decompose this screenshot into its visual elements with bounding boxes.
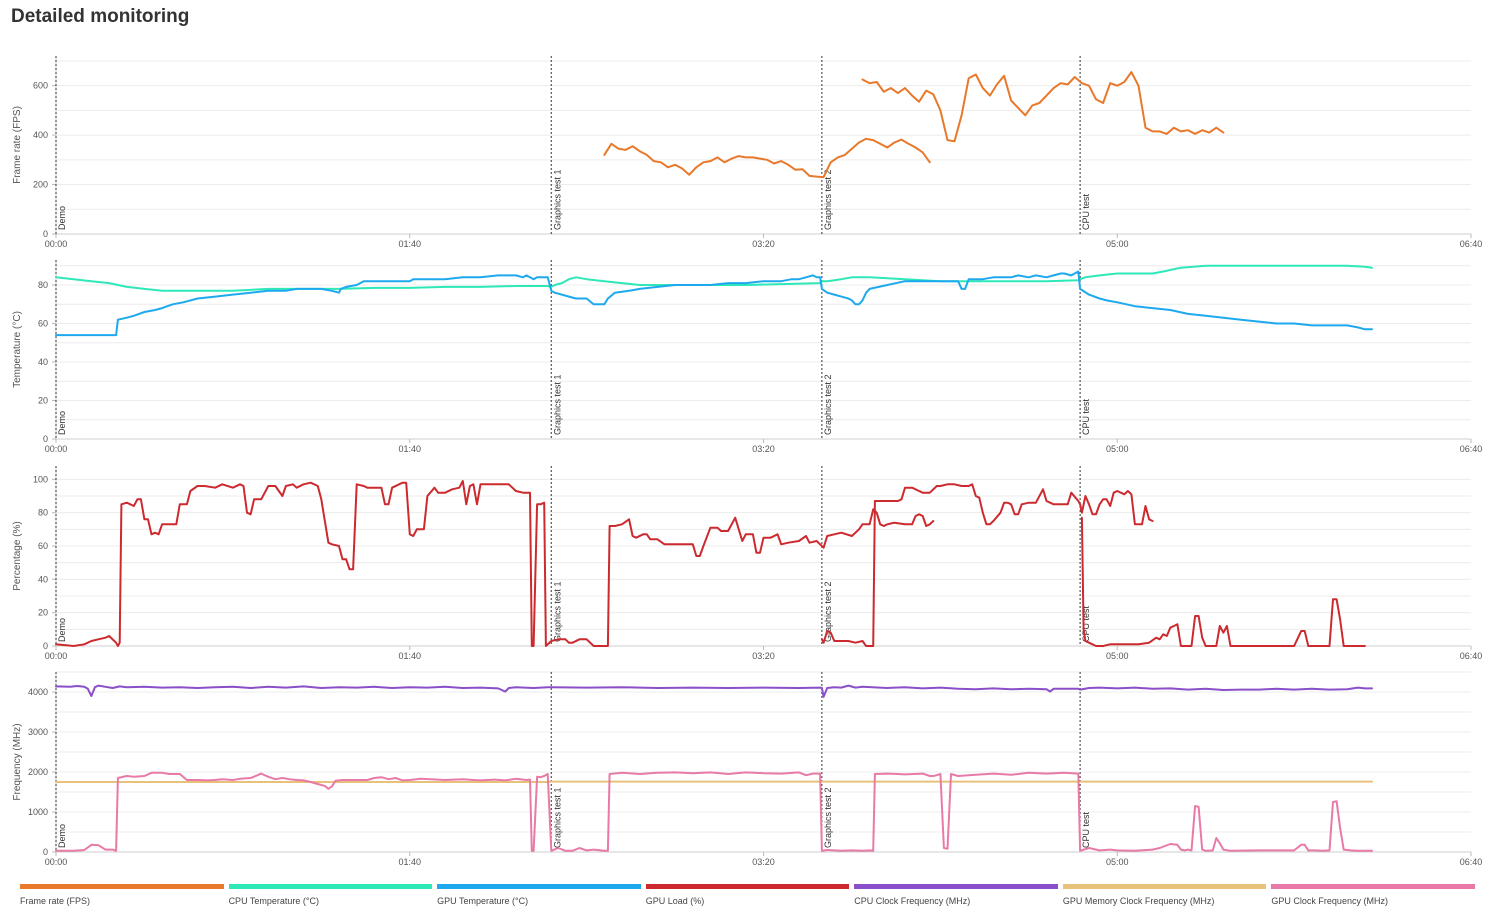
- page-title: Detailed monitoring: [11, 6, 190, 27]
- test-marker-label: Graphics test 1: [552, 787, 562, 848]
- x-tick-label: 03:20: [752, 239, 775, 249]
- series-line-gpu_load: [820, 483, 1154, 647]
- y-tick-label: 40: [38, 357, 48, 367]
- test-marker-label: Graphics test 2: [823, 581, 833, 642]
- test-marker-label: CPU test: [1081, 605, 1091, 642]
- series-line-cpu_clock: [55, 684, 1373, 698]
- legend-swatch: [1271, 884, 1475, 889]
- y-tick-label: 20: [38, 608, 48, 618]
- chart-panel-1: 0 200 400 600 00:00 01:40 03:20 05:00 06:40 Frame…: [12, 56, 1482, 249]
- test-marker-label: Demo: [57, 824, 67, 848]
- x-tick-label: 05:00: [1106, 239, 1129, 249]
- series-line-gpu_temp: [55, 270, 1373, 337]
- test-marker-label: Graphics test 2: [823, 169, 833, 230]
- x-tick-label: 01:40: [398, 651, 421, 661]
- y-tick-label: 3000: [28, 727, 48, 737]
- test-marker-label: CPU test: [1081, 398, 1091, 435]
- legend-label: GPU Clock Frequency (MHz): [1271, 896, 1388, 906]
- x-tick-label: 00:00: [45, 444, 68, 454]
- test-marker-label: Graphics test 2: [823, 374, 833, 435]
- y-tick-label: 0: [43, 847, 48, 857]
- legend-swatch: [645, 884, 850, 889]
- y-tick-label: 2000: [28, 767, 48, 777]
- test-marker-label: Graphics test 1: [552, 374, 562, 435]
- test-marker-label: Graphics test 2: [823, 787, 833, 848]
- y-tick-label: 4000: [28, 687, 48, 697]
- y-tick-label: 400: [33, 130, 48, 140]
- series-line-fps: [603, 137, 931, 179]
- series-line-gpu_clock: [55, 771, 1373, 852]
- x-tick-label: 01:40: [398, 239, 421, 249]
- test-marker-label: Demo: [57, 618, 67, 642]
- test-marker-label: Graphics test 1: [552, 581, 562, 642]
- test-marker-label: Graphics test 1: [552, 169, 562, 230]
- y-tick-label: 80: [38, 280, 48, 290]
- x-tick-label: 06:40: [1460, 444, 1483, 454]
- legend: Frame rate (FPS) CPU Temperature (°C) GPU …: [20, 884, 1480, 914]
- legend-item-fps[interactable]: Frame rate (FPS): [20, 884, 224, 914]
- series-line-cpu_temp: [55, 264, 1373, 292]
- legend-swatch: [1062, 884, 1267, 889]
- chart-panel-3: 0 20 40 60 80 100 00:00 01:40 03:20 05:00 06:40 Per…: [12, 466, 1482, 661]
- x-tick-label: 05:00: [1106, 444, 1129, 454]
- legend-label: CPU Temperature (°C): [228, 896, 320, 906]
- series-line-fps: [861, 71, 1225, 143]
- legend-label: GPU Memory Clock Frequency (MHz): [1062, 896, 1215, 906]
- test-marker-label: Demo: [57, 206, 67, 230]
- x-tick-label: 00:00: [45, 651, 68, 661]
- legend-label: Frame rate (FPS): [20, 896, 91, 906]
- legend-item-cpu_temp[interactable]: CPU Temperature (°C): [228, 884, 433, 914]
- x-tick-label: 01:40: [398, 444, 421, 454]
- x-tick-label: 00:00: [45, 239, 68, 249]
- chart-panel-2: 0 20 40 60 80 00:00 01:40 03:20 05:00 06:40 Temper…: [12, 260, 1482, 454]
- series-line-gpu_load: [1080, 516, 1366, 647]
- legend-item-gpu_clock[interactable]: GPU Clock Frequency (MHz): [1271, 884, 1475, 914]
- legend-label: GPU Load (%): [645, 896, 705, 906]
- legend-label: CPU Clock Frequency (MHz): [854, 896, 971, 906]
- test-marker-label: CPU test: [1081, 193, 1091, 230]
- y-tick-label: 200: [33, 180, 48, 190]
- x-tick-label: 05:00: [1106, 857, 1129, 867]
- y-tick-label: 1000: [28, 807, 48, 817]
- y-axis-title: Percentage (%): [12, 521, 23, 590]
- y-tick-label: 0: [43, 434, 48, 444]
- y-tick-label: 40: [38, 574, 48, 584]
- legend-label: GPU Temperature (°C): [437, 896, 529, 906]
- y-tick-label: 80: [38, 508, 48, 518]
- y-axis-title: Frequency (MHz): [12, 723, 23, 800]
- x-tick-label: 05:00: [1106, 651, 1129, 661]
- legend-item-gpu_load[interactable]: GPU Load (%): [645, 884, 850, 914]
- legend-swatch: [228, 884, 433, 889]
- y-tick-label: 0: [43, 229, 48, 239]
- legend-item-cpu_clock[interactable]: CPU Clock Frequency (MHz): [854, 884, 1058, 914]
- legend-item-gpu_mem_clock[interactable]: GPU Memory Clock Frequency (MHz): [1062, 884, 1267, 914]
- x-tick-label: 03:20: [752, 857, 775, 867]
- legend-swatch: [437, 884, 641, 889]
- y-tick-label: 60: [38, 541, 48, 551]
- series-line-gpu_load: [55, 480, 935, 647]
- x-tick-label: 03:20: [752, 444, 775, 454]
- legend-item-gpu_temp[interactable]: GPU Temperature (°C): [437, 884, 641, 914]
- x-tick-label: 06:40: [1460, 239, 1483, 249]
- test-marker-label: Demo: [57, 411, 67, 435]
- y-tick-label: 100: [33, 474, 48, 484]
- y-tick-label: 60: [38, 319, 48, 329]
- legend-swatch: [854, 884, 1058, 889]
- test-marker-label: CPU test: [1081, 811, 1091, 848]
- y-axis-title: Temperature (°C): [12, 311, 23, 388]
- y-tick-label: 0: [43, 641, 48, 651]
- y-tick-label: 20: [38, 396, 48, 406]
- x-tick-label: 00:00: [45, 857, 68, 867]
- y-tick-label: 600: [33, 81, 48, 91]
- x-tick-label: 06:40: [1460, 651, 1483, 661]
- legend-swatch: [20, 884, 224, 889]
- x-tick-label: 06:40: [1460, 857, 1483, 867]
- y-axis-title: Frame rate (FPS): [12, 106, 23, 184]
- chart-panel-4: 0 1000 2000 3000 4000 00:00 01:40 03:20 05:00 06:…: [12, 671, 1483, 867]
- x-tick-label: 01:40: [398, 857, 421, 867]
- x-tick-label: 03:20: [752, 651, 775, 661]
